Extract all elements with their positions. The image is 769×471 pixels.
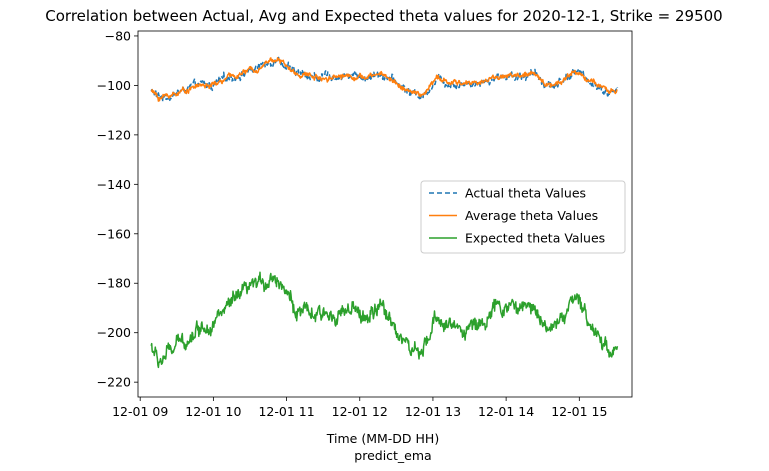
x-tick-label: 12-01 10 — [185, 404, 241, 419]
x-tick-label: 12-01 13 — [405, 404, 461, 419]
x-tick-label: 12-01 14 — [478, 404, 534, 419]
x-tick-label: 12-01 11 — [258, 404, 314, 419]
y-tick-label: −140 — [97, 177, 131, 192]
legend-label: Expected theta Values — [465, 231, 605, 246]
x-tick-label: 12-01 15 — [551, 404, 607, 419]
x-axis: 12-01 09 12-01 10 12-01 11 12-01 12 12-01 13… — [112, 397, 607, 419]
x-tick-label: 12-01 09 — [112, 404, 168, 419]
legend-label: Actual theta Values — [465, 186, 586, 201]
y-tick-label: −120 — [97, 127, 131, 142]
chart-title: Correlation between Actual, Avg and Expe… — [45, 7, 722, 25]
x-axis-label: Time (MM-DD HH) — [326, 431, 439, 446]
legend-label: Average theta Values — [465, 208, 598, 223]
y-tick-label: −220 — [97, 375, 131, 390]
series-line-actual — [151, 57, 617, 101]
y-tick-label: −180 — [97, 276, 131, 291]
y-tick-label: −100 — [97, 78, 131, 93]
y-tick-label: −160 — [97, 226, 131, 241]
x-axis-sublabel: predict_ema — [354, 448, 431, 463]
y-tick-label: −80 — [105, 28, 131, 43]
series-line-expected — [151, 272, 617, 367]
legend: Actual theta Values Average theta Values E… — [421, 181, 625, 253]
y-axis: −80 −100 −120 −140 −160 −180 −200 −220 — [97, 28, 138, 389]
x-tick-label: 12-01 12 — [332, 404, 388, 419]
y-tick-label: −200 — [97, 325, 131, 340]
